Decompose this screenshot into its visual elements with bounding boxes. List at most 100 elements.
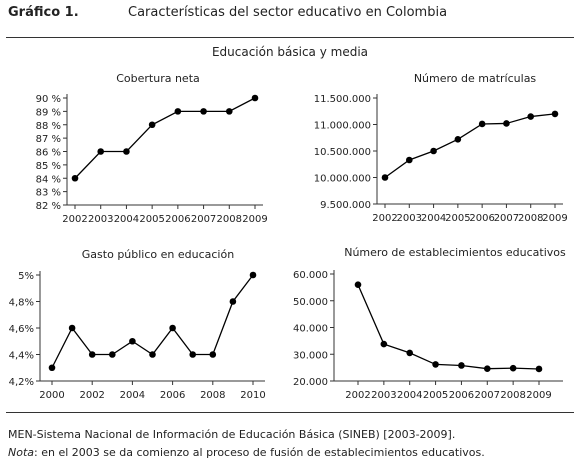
data-point (189, 351, 196, 358)
x-tick-label: 2007 (494, 213, 519, 224)
x-tick-label: 2006 (449, 390, 474, 401)
y-tick-label: 40.000 (293, 324, 328, 335)
data-point (432, 361, 439, 368)
data-point (229, 298, 237, 305)
y-tick-label: 88 % (36, 121, 61, 132)
figure-title: Características del sector educativo en … (128, 5, 448, 20)
data-point (405, 156, 413, 164)
y-tick-label: 30.000 (293, 350, 328, 361)
x-tick-label: 2007 (191, 214, 216, 225)
data-point (249, 271, 257, 279)
footnote: Nota: en el 2003 se da comienzo al proce… (8, 446, 485, 459)
x-tick-label: 2005 (139, 214, 164, 225)
x-tick-label: 2003 (397, 213, 422, 224)
y-tick-label: 84 % (36, 174, 61, 185)
source-note: MEN-Sistema Nacional de Información de E… (8, 428, 456, 441)
bottom-rule (6, 412, 574, 413)
y-tick-label: 20.000 (293, 377, 328, 388)
x-tick-label: 2009 (526, 390, 551, 401)
data-point (251, 94, 259, 102)
y-tick-label: 9.500.000 (320, 200, 371, 211)
data-point (406, 349, 414, 357)
y-tick-label: 11.000.000 (314, 121, 371, 132)
data-point (174, 108, 182, 115)
x-tick-label: 2008 (200, 390, 225, 401)
data-point (380, 340, 388, 348)
y-tick-label: 5% (18, 271, 34, 282)
data-point (209, 351, 217, 358)
data-point (535, 365, 543, 373)
x-tick-label: 2002 (345, 390, 370, 401)
y-tick-label: 87 % (36, 134, 61, 145)
y-tick-label: 4,4% (9, 351, 34, 362)
y-tick-label: 50.000 (293, 297, 328, 308)
chart-title: Número de establecimientos educativos (344, 246, 566, 259)
x-tick-label: 2008 (500, 390, 525, 401)
footnote-text: : en el 2003 se da comienzo al proceso d… (34, 446, 485, 459)
x-tick-label: 2003 (88, 214, 113, 225)
y-tick-label: 85 % (36, 161, 61, 172)
data-point (454, 136, 462, 143)
x-tick-label: 2008 (518, 213, 543, 224)
y-tick-label: 82 % (36, 201, 61, 212)
series-line (384, 113, 556, 179)
y-tick-label: 83 % (36, 188, 61, 199)
chart-title: Cobertura neta (116, 72, 200, 85)
data-point (71, 174, 79, 182)
x-tick-label: 2010 (240, 390, 265, 401)
data-point (169, 324, 176, 332)
data-point (149, 351, 156, 358)
x-tick-label: 2000 (39, 390, 64, 401)
data-point (109, 351, 116, 358)
chart-title: Gasto público en educación (82, 248, 234, 261)
y-tick-label: 90 % (36, 94, 61, 105)
data-point (430, 147, 437, 155)
data-point (48, 364, 56, 372)
data-point (123, 148, 130, 155)
data-point (68, 324, 76, 332)
data-point (478, 120, 486, 128)
x-tick-label: 2006 (160, 390, 185, 401)
y-tick-label: 11.500.000 (314, 94, 371, 105)
data-point (503, 120, 510, 127)
y-tick-label: 86 % (36, 148, 61, 159)
data-point (129, 337, 136, 345)
x-tick-label: 2004 (114, 214, 139, 225)
series-line (74, 97, 256, 179)
section-title: Educación básica y media (211, 45, 369, 59)
x-tick-label: 2002 (79, 390, 104, 401)
x-tick-label: 2004 (397, 390, 422, 401)
data-point (458, 362, 465, 369)
x-tick-label: 2007 (475, 390, 500, 401)
y-tick-label: 89 % (36, 107, 61, 118)
x-tick-label: 2002 (62, 214, 87, 225)
data-point (88, 351, 96, 358)
y-tick-label: 10.000.000 (314, 174, 371, 185)
x-tick-label: 2006 (165, 214, 190, 225)
x-tick-label: 2002 (372, 213, 397, 224)
top-rule (6, 37, 574, 38)
data-point (354, 281, 362, 289)
y-tick-label: 10.500.000 (314, 147, 371, 158)
x-tick-label: 2004 (421, 213, 446, 224)
x-tick-label: 2005 (445, 213, 470, 224)
data-point (97, 148, 105, 155)
data-point (551, 110, 559, 118)
data-point (509, 364, 517, 372)
figure-label: Gráfico 1. (8, 5, 79, 20)
data-point (148, 121, 156, 129)
x-tick-label: 2003 (371, 390, 396, 401)
y-tick-label: 4,6% (9, 324, 34, 335)
chart-title: Número de matrículas (414, 72, 537, 85)
y-tick-label: 4,2% (9, 377, 34, 388)
x-tick-label: 2008 (217, 214, 242, 225)
y-tick-label: 60.000 (293, 270, 328, 281)
data-point (200, 108, 207, 115)
x-tick-label: 2009 (242, 214, 267, 225)
data-point (381, 174, 389, 181)
x-tick-label: 2009 (542, 213, 567, 224)
y-tick-label: 4,8% (9, 298, 34, 309)
series-line (357, 284, 540, 370)
x-tick-label: 2004 (120, 390, 145, 401)
